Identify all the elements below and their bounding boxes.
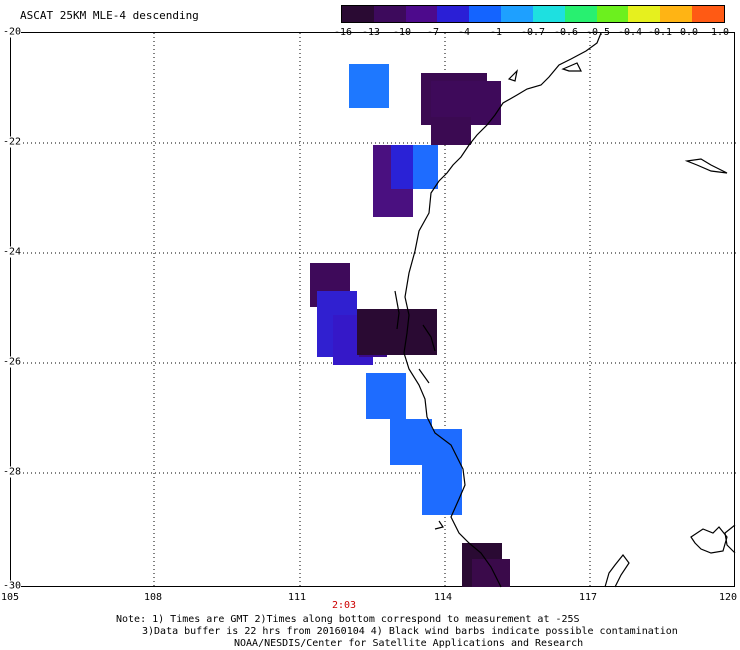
swath-cell <box>472 559 510 587</box>
map-canvas <box>11 33 736 588</box>
swath-cell <box>422 429 462 515</box>
y-tick-label: -30 <box>3 580 22 592</box>
x-tick-label: 117 <box>578 592 598 603</box>
x-tick-label: 111 <box>287 592 307 603</box>
swath-cells <box>310 64 510 587</box>
colorbar-segment <box>564 6 597 22</box>
y-tick-label: -22 <box>3 136 22 148</box>
y-tick-label: -24 <box>3 246 22 258</box>
colorbar-segment <box>596 6 629 22</box>
colorbar-segment <box>532 6 565 22</box>
notes-line-1: Note: 1) Times are GMT 2)Times along bot… <box>116 614 580 625</box>
x-tick-label: 105 <box>0 592 20 603</box>
map-plot-area <box>10 32 736 588</box>
notes-line-3: NOAA/NESDIS/Center for Satellite Applica… <box>234 638 584 649</box>
colorbar <box>341 5 725 23</box>
swath-cell <box>413 145 438 189</box>
colorbar-segment <box>405 6 438 22</box>
y-tick-label: -28 <box>3 466 22 478</box>
x-tick-label: 108 <box>143 592 163 603</box>
y-tick-label: -20 <box>3 26 22 38</box>
colorbar-segment <box>373 6 406 22</box>
coastline <box>394 33 736 588</box>
colorbar-segment <box>501 6 533 22</box>
swath-cell <box>431 117 471 145</box>
colorbar-segment <box>660 6 693 22</box>
notes-line-2: 3)Data buffer is 22 hrs from 20160104 4)… <box>142 626 678 637</box>
colorbar-segment <box>437 6 470 22</box>
y-tick-label: -26 <box>3 356 22 368</box>
swath-cell <box>391 145 413 189</box>
swath-cell <box>357 309 437 355</box>
colorbar-segment <box>628 6 661 22</box>
map-title: ASCAT 25KM MLE-4 descending <box>20 9 199 22</box>
colorbar-segment <box>469 6 502 22</box>
swath-cell <box>366 373 406 419</box>
pass-time-label: 2:03 <box>332 600 357 611</box>
colorbar-segment <box>342 6 374 22</box>
swath-cell <box>349 64 389 108</box>
x-tick-label: 114 <box>433 592 453 603</box>
x-tick-label: 120 <box>718 592 738 603</box>
colorbar-segment <box>692 6 724 22</box>
